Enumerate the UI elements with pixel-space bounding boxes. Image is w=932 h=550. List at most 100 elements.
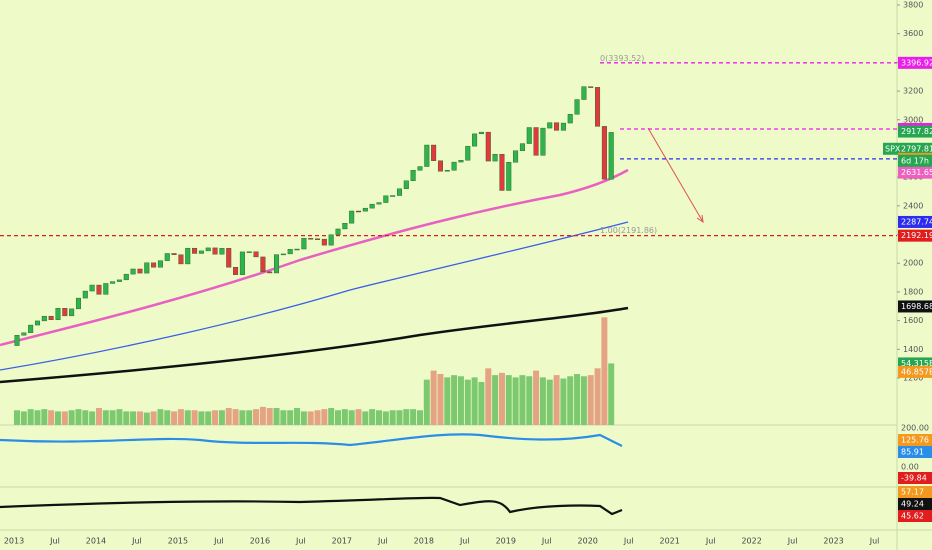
candle-body — [137, 268, 143, 274]
candle-body — [560, 122, 566, 131]
candle-body — [82, 290, 88, 299]
candle-body — [246, 251, 252, 253]
volume-bar — [27, 409, 34, 425]
price-tag-label: 2631.65 — [901, 168, 932, 177]
volume-bar — [184, 410, 191, 425]
candle-body — [178, 254, 184, 265]
candle-body — [437, 160, 443, 172]
volume-bar — [48, 410, 55, 425]
volume-bar — [191, 410, 198, 425]
y-tick-label: 2400 — [903, 201, 923, 210]
price-tag-label: 57.17 — [901, 488, 924, 497]
volume-bar — [594, 368, 601, 425]
x-tick-label: 2022 — [741, 537, 761, 546]
x-tick-label: Jul — [623, 537, 634, 546]
volume-bar — [307, 411, 314, 425]
volume-bar — [321, 409, 328, 425]
candle-body — [157, 260, 163, 268]
volume-bar — [608, 363, 615, 425]
volume-bar — [410, 409, 417, 425]
candle-body — [21, 332, 27, 336]
volume-bar — [95, 408, 102, 425]
x-tick-label: Jul — [787, 537, 798, 546]
candle-body — [28, 324, 34, 334]
candle-body — [280, 253, 286, 256]
moving-average — [0, 168, 629, 347]
candle-body — [301, 238, 307, 250]
volume-bar — [437, 374, 444, 425]
candle-body — [335, 228, 341, 235]
x-tick-label: Jul — [541, 537, 552, 546]
x-tick-label: Jul — [295, 537, 306, 546]
price-tag — [898, 56, 932, 69]
volume-bar — [560, 378, 567, 425]
volume-bar — [526, 376, 533, 425]
volume-bar — [341, 409, 348, 425]
volume-bar — [505, 375, 512, 425]
volume-bar — [54, 411, 61, 425]
volume-bar — [444, 377, 451, 425]
x-tick-label: Jul — [459, 537, 470, 546]
price-tag — [898, 510, 932, 522]
volume-bar — [273, 408, 280, 425]
price-tag-label: 85.91 — [901, 448, 924, 457]
osc-tick-label: 200.00 — [901, 424, 929, 433]
volume-bar — [225, 408, 232, 425]
candle-body — [308, 238, 314, 240]
volume-bar — [492, 375, 499, 425]
volume-bar — [109, 410, 116, 425]
volume-bar — [68, 410, 75, 425]
volume-bar — [20, 411, 27, 425]
volume-bar — [143, 412, 150, 425]
candle-body — [362, 207, 368, 212]
candle-body — [526, 127, 532, 144]
volume-bar — [335, 410, 342, 425]
price-tag-label: 3396.92 — [901, 58, 932, 67]
price-tag — [898, 486, 932, 498]
candle-body — [342, 223, 348, 230]
price-tag — [898, 166, 932, 179]
candle-body — [608, 132, 614, 180]
volume-bar — [266, 408, 273, 425]
candle-body — [410, 170, 416, 181]
volume-bar — [218, 410, 225, 425]
candle-body — [519, 143, 525, 151]
candle-body — [233, 267, 239, 275]
candle-body — [151, 262, 157, 268]
volume-bar — [314, 410, 321, 425]
volume-bar — [246, 410, 253, 425]
candle-body — [403, 180, 409, 189]
candle-body — [226, 248, 232, 268]
volume-bar — [403, 409, 410, 425]
candle-body — [205, 247, 211, 252]
volume-bar — [239, 410, 246, 425]
volume-bar — [512, 377, 519, 425]
candle-body — [171, 253, 177, 255]
y-tick-label: 1400 — [903, 345, 923, 354]
candle-body — [96, 284, 102, 295]
volume-bar — [498, 372, 505, 425]
volume-bar — [164, 410, 171, 425]
candle-body — [444, 170, 450, 172]
candle-body — [328, 234, 334, 246]
candle-body — [274, 254, 280, 274]
candle-body — [212, 247, 218, 255]
price-tag — [898, 365, 932, 378]
candle-body — [219, 248, 225, 255]
volume-bar — [253, 409, 260, 425]
countdown-label: 6d 17h — [901, 156, 929, 165]
candle-body — [287, 249, 293, 255]
y-tick-label: 2000 — [903, 259, 923, 268]
candle-body — [123, 273, 129, 281]
x-tick-label: 2023 — [823, 537, 843, 546]
y-tick-label: 1200 — [903, 374, 923, 383]
volume-bar — [471, 377, 478, 425]
volume-bar — [232, 409, 239, 425]
candle-body — [574, 99, 580, 115]
x-tick-label: Jul — [869, 537, 880, 546]
arrow — [647, 127, 704, 223]
y-tick-label: 3200 — [903, 87, 923, 96]
price-tag-label: 2917.82 — [901, 127, 932, 136]
candle-body — [260, 256, 266, 273]
candle-body — [533, 127, 539, 156]
